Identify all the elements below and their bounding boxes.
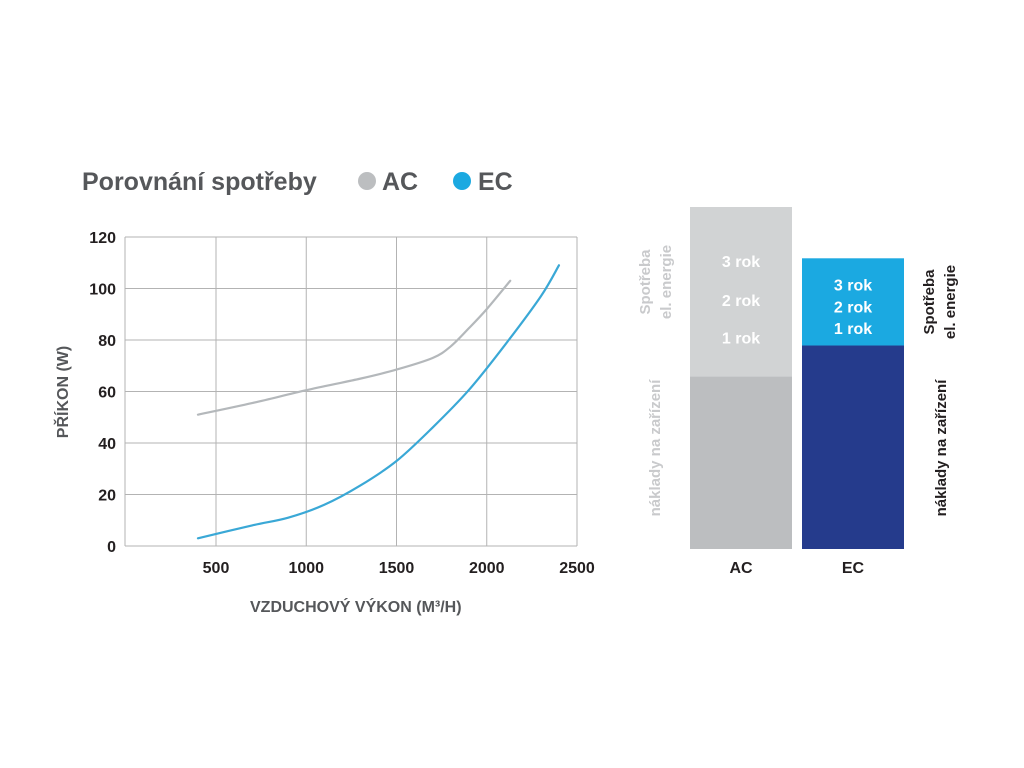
year-label: 1 rok — [834, 321, 872, 338]
side-label-equipment-ac: náklady na zařízení — [647, 379, 664, 517]
y-tick-label: 100 — [89, 282, 116, 299]
series-line-ac — [196, 279, 512, 416]
y-tick-label: 60 — [98, 385, 116, 402]
y-tick-label: 120 — [89, 230, 116, 247]
side-label-energy-ec: el. energie — [942, 265, 959, 339]
x-tick-label: 1000 — [288, 560, 324, 577]
year-label: 1 rok — [722, 330, 760, 347]
x-tick-label: 1500 — [379, 560, 415, 577]
legend-marker-ec — [453, 172, 471, 190]
side-label-energy-ac: el. energie — [658, 245, 675, 319]
series-line-ec — [196, 264, 561, 540]
y-tick-label: 20 — [98, 488, 116, 505]
bar-segment-ec — [802, 258, 904, 346]
year-label: 2 rok — [834, 299, 872, 316]
bar-category-label: AC — [729, 560, 753, 577]
side-label-energy-ac: Spotřeba — [637, 249, 654, 315]
year-label: 3 rok — [722, 254, 760, 271]
bar-segment-ac — [690, 376, 792, 549]
stacked-bar-chart: 3 rok 2 rok 1 rok AC 3 rok 2 rok 1 rok EC Spotře… — [637, 207, 959, 577]
x-tick-label: 2000 — [469, 560, 505, 577]
x-axis-label: VZDUCHOVÝ VÝKON (M³/H) — [250, 597, 462, 616]
legend-marker-ac — [358, 172, 376, 190]
bar-segment-ac — [690, 207, 792, 377]
side-label-energy-ec: Spotřeba — [921, 269, 938, 335]
y-tick-label: 80 — [98, 333, 116, 350]
series-lines — [196, 264, 561, 540]
legend-label-ac: AC — [382, 168, 418, 196]
year-label: 3 rok — [834, 277, 872, 294]
year-label: 2 rok — [722, 293, 760, 310]
bar-segment-ec — [802, 345, 904, 549]
x-tick-labels: 500 1000 1500 2000 2500 — [203, 560, 595, 577]
line-chart: 0 20 40 60 80 100 120 500 1000 1500 2000 2500 VZDU… — [53, 230, 595, 616]
y-tick-label: 40 — [98, 436, 116, 453]
grid-lines — [124, 236, 578, 547]
side-label-equipment-ec: náklady na zařízení — [933, 379, 950, 517]
x-tick-label: 2500 — [559, 560, 595, 577]
legend-label-ec: EC — [478, 168, 513, 196]
bar-category-label: EC — [842, 560, 865, 577]
y-axis-label: PŘÍKON (W) — [53, 346, 72, 438]
chart-title: Porovnání spotřeby — [82, 168, 317, 196]
x-tick-label: 500 — [203, 560, 230, 577]
y-tick-label: 0 — [107, 539, 116, 556]
y-tick-labels: 0 20 40 60 80 100 120 — [89, 230, 116, 556]
